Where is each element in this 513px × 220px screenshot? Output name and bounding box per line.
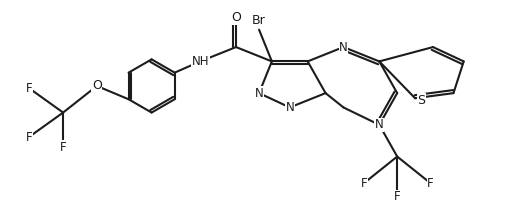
Text: O: O	[92, 79, 102, 92]
Text: F: F	[427, 177, 434, 190]
Text: NH: NH	[191, 55, 209, 68]
Text: F: F	[60, 141, 66, 154]
Text: Br: Br	[252, 14, 266, 27]
Text: N: N	[254, 87, 264, 100]
Text: F: F	[394, 191, 401, 204]
Text: N: N	[375, 118, 384, 131]
Text: F: F	[26, 81, 32, 95]
Text: F: F	[361, 177, 367, 190]
Text: F: F	[26, 131, 32, 144]
Text: S: S	[417, 94, 425, 107]
Text: O: O	[231, 11, 241, 24]
Text: N: N	[285, 101, 294, 114]
Text: N: N	[339, 40, 348, 53]
